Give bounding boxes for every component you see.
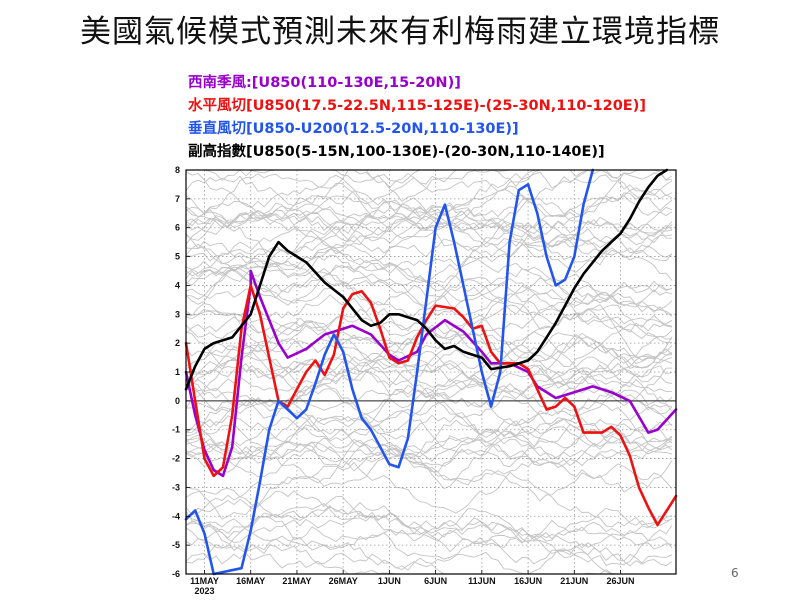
ensemble-member-line xyxy=(185,461,673,528)
ensemble-member-line xyxy=(185,292,673,362)
series-line-vertical-shear xyxy=(184,168,595,576)
x-tick-label: 11JUN xyxy=(468,576,496,586)
ensemble-member-line xyxy=(185,174,673,277)
ensemble-member-line xyxy=(185,378,673,484)
ensemble-member-line xyxy=(185,510,673,575)
x-tick-label: 11MAY xyxy=(190,576,219,586)
series-line-subtropical-high-index xyxy=(184,168,669,391)
ensemble-member-line xyxy=(185,417,673,467)
ensemble-member-line xyxy=(185,507,673,553)
legend-entry-southwest-monsoon: 西南季風:[U850(110-130E,15-20N)] xyxy=(188,75,461,91)
ensemble-member-line xyxy=(185,332,673,434)
ensemble-member-line xyxy=(185,415,673,489)
x-tick-label: 16JUN xyxy=(514,576,542,586)
ensemble-member-line xyxy=(185,352,673,389)
ensemble-member-line xyxy=(185,494,673,543)
ensemble-member-line xyxy=(185,417,673,460)
x-tick-label: 6JUN xyxy=(424,576,447,586)
ensemble-member-line xyxy=(185,300,673,367)
y-tick-label: -3 xyxy=(172,482,180,492)
ensemble-member-line xyxy=(185,349,673,415)
y-tick-label: 6 xyxy=(175,223,180,233)
ensemble-member-line xyxy=(185,268,673,360)
ensemble-member-line xyxy=(185,344,673,400)
x-tick-label: 26MAY xyxy=(329,576,358,586)
y-tick-label: 5 xyxy=(175,252,180,262)
x-tick-label: 16MAY xyxy=(236,576,265,586)
x-tick-label: 21MAY xyxy=(282,576,311,586)
ensemble-member-line xyxy=(185,342,673,390)
x-year-label: 2023 xyxy=(194,586,214,596)
y-tick-label: 2 xyxy=(175,338,180,348)
ensemble-member-line xyxy=(185,304,673,350)
ensemble-member-line xyxy=(185,253,673,307)
ensemble-member-line xyxy=(185,202,673,239)
y-tick-label: 7 xyxy=(175,194,180,204)
ensemble-member-line xyxy=(185,388,673,443)
ensemble-member-line xyxy=(185,514,672,575)
y-tick-label: 3 xyxy=(175,309,180,319)
y-tick-label: 0 xyxy=(175,396,180,406)
chart-legend: 西南季風:[U850(110-130E,15-20N)] 水平風切[U850(1… xyxy=(188,72,646,164)
ensemble-member-line xyxy=(185,349,672,393)
slide-title: 美國氣候模式預測未來有利梅雨建立環境指標 xyxy=(80,14,720,50)
x-tick-label: 26JUN xyxy=(607,576,635,586)
ensemble-member-line xyxy=(185,277,673,333)
x-tick-label: 1JUN xyxy=(378,576,401,586)
ensemble-member-line xyxy=(185,379,673,427)
ensemble-member-line xyxy=(185,208,673,258)
y-tick-label: -4 xyxy=(172,511,180,521)
y-tick-label: -6 xyxy=(172,569,180,579)
ensemble-line-chart: -6 -5 -4 -3 -2 -1 0 1 2 3 4 5 6 7 8 11MAY 16MAY 21MAY 26MA… xyxy=(172,165,678,596)
y-tick-label: -1 xyxy=(172,425,180,435)
series-line-southwest-monsoon xyxy=(184,269,678,478)
y-tick-label: 1 xyxy=(175,367,180,377)
ensemble-member-line xyxy=(185,379,673,467)
y-tick-label: -5 xyxy=(172,540,180,550)
y-tick-label: 8 xyxy=(175,165,180,175)
ensemble-member-line xyxy=(185,434,673,502)
page-number: 6 xyxy=(731,566,739,580)
legend-entry-subtropical-high-index: 副高指數[U850(5-15N,100-130E)-(20-30N,110-14… xyxy=(188,144,605,160)
ensemble-member-line xyxy=(185,222,673,305)
ensemble-member-line xyxy=(185,508,673,556)
ensemble-member-line xyxy=(185,345,673,400)
ensemble-member-line xyxy=(185,490,673,550)
y-tick-label: -2 xyxy=(172,454,180,464)
legend-entry-vertical-shear: 垂直風切[U850-U200(12.5-20N,110-130E)] xyxy=(188,121,519,137)
y-tick-label: 4 xyxy=(175,280,180,290)
legend-entry-horizontal-shear: 水平風切[U850(17.5-22.5N,115-125E)-(25-30N,1… xyxy=(188,98,646,114)
x-tick-label: 21JUN xyxy=(560,576,588,586)
ensemble-member-line xyxy=(185,223,673,258)
